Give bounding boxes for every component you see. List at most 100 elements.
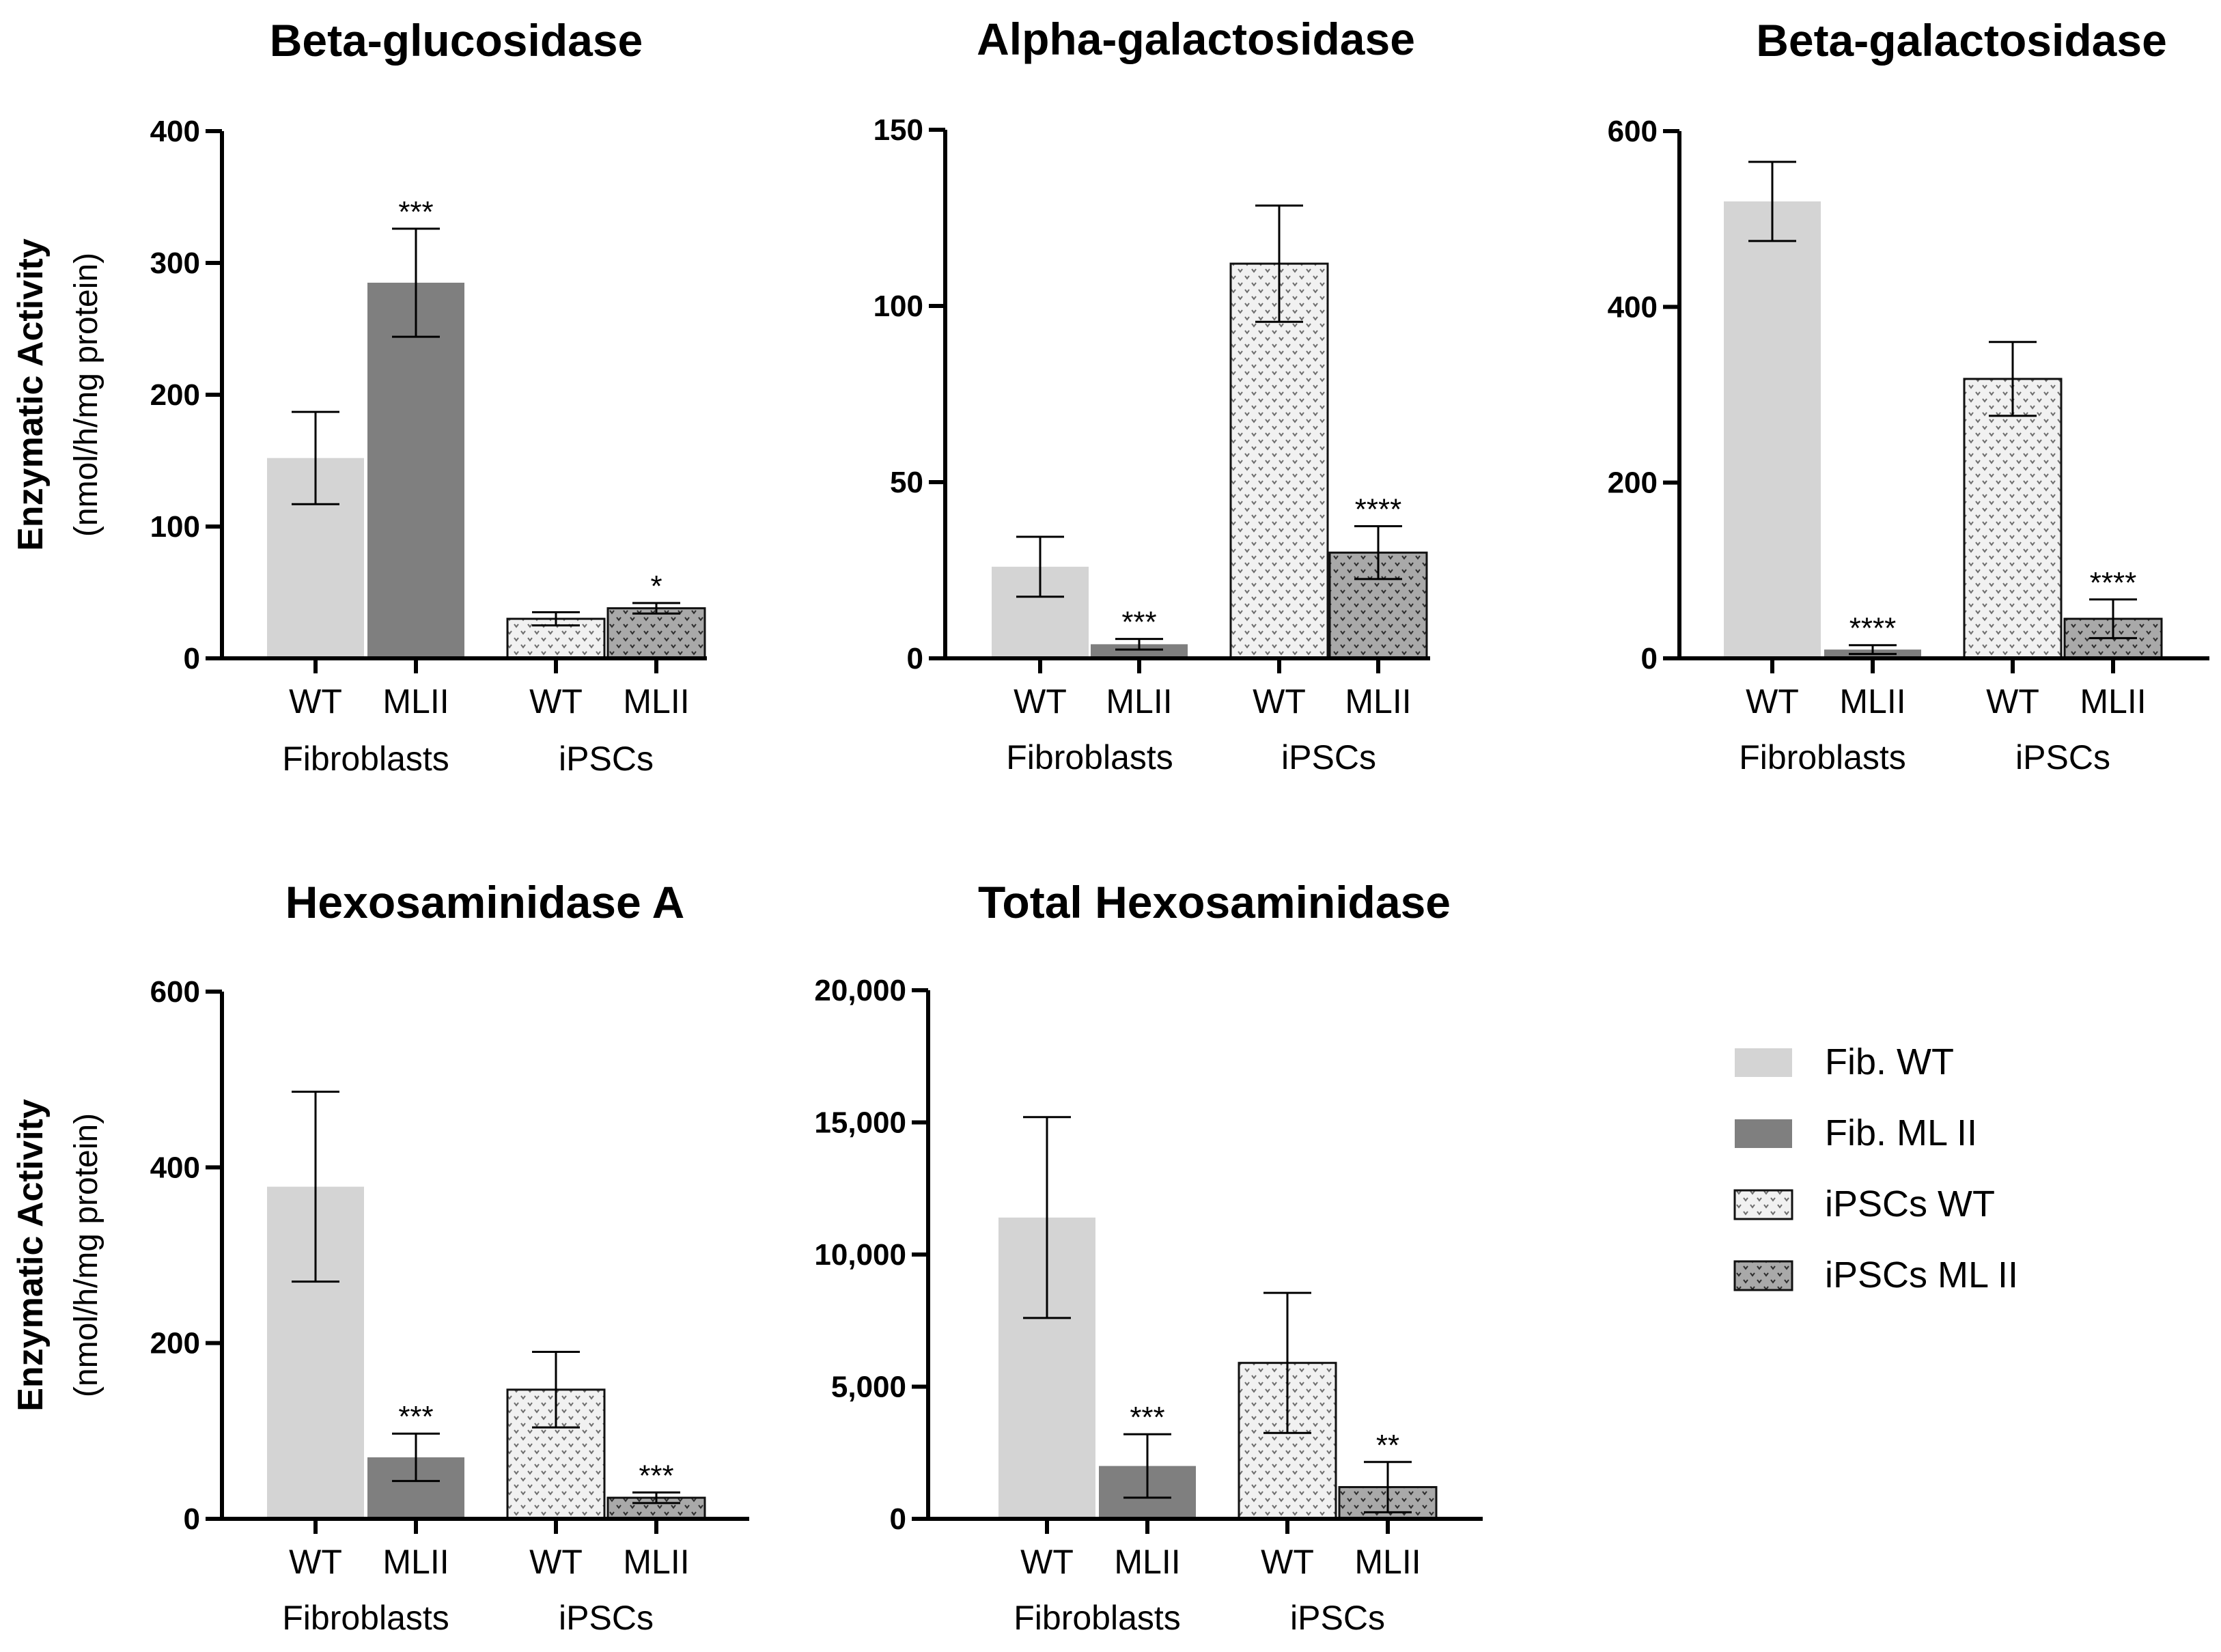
error-bar — [392, 1432, 440, 1483]
x-category-label: MLII — [1354, 1543, 1421, 1581]
x-category-label: WT — [289, 1543, 342, 1581]
x-category-label: WT — [1253, 682, 1306, 720]
chart-title: Alpha-galactosidase — [977, 14, 1415, 64]
y-tick-label: 200 — [150, 378, 200, 412]
error-bar — [1263, 1291, 1311, 1434]
x-category-label: WT — [1020, 1543, 1074, 1581]
x-category-label: MLII — [1106, 682, 1172, 720]
legend-swatch — [1733, 1189, 1793, 1220]
error-bar — [1255, 204, 1303, 323]
y-tick-label: 0 — [1641, 642, 1658, 675]
x-group-label: iPSCs — [2015, 738, 2110, 776]
x-group-label: iPSCs — [1281, 738, 1376, 776]
y-tick-label: 50 — [890, 466, 923, 499]
legend-swatch — [1735, 1048, 1792, 1077]
y-tick-label: 0 — [184, 642, 200, 675]
error-bar — [1023, 1116, 1071, 1319]
chart-panel-4: Hexosaminidase A Enzymatic Activity (nmol/… — [11, 877, 749, 1637]
y-axis-units: (nmol/h/mg protein) — [68, 253, 104, 537]
y-tick-label: 0 — [890, 1502, 906, 1536]
error-bar — [1849, 644, 1897, 656]
chart-panel-3: Beta-galactosidase **** **** 0 200 400 600 WT ML… — [1608, 15, 2209, 776]
x-category-label: WT — [529, 682, 583, 720]
y-tick-label: 15,000 — [814, 1106, 906, 1140]
significance-label: *** — [398, 1400, 433, 1433]
x-category-label: MLII — [623, 1543, 689, 1581]
x-group-label: Fibroblasts — [282, 1599, 449, 1637]
error-bar — [1354, 525, 1402, 580]
error-bar — [532, 1351, 580, 1429]
error-bar — [292, 1091, 339, 1283]
y-axis-label: Enzymatic Activity — [11, 1099, 51, 1412]
x-category-label: WT — [1746, 682, 1799, 720]
x-category-label: MLII — [1114, 1543, 1180, 1581]
error-bar — [1364, 1461, 1412, 1513]
y-tick-label: 5,000 — [831, 1371, 906, 1404]
chart-panels: Beta-glucosidase Enzymatic Activity (nmol/… — [11, 14, 2209, 1637]
error-bar — [392, 227, 440, 338]
x-group-label: Fibroblasts — [1014, 1599, 1181, 1637]
x-category-label: MLII — [382, 682, 449, 720]
x-category-label: WT — [289, 682, 342, 720]
significance-label: **** — [1849, 612, 1897, 645]
y-tick-label: 10,000 — [814, 1238, 906, 1272]
significance-label: **** — [2090, 566, 2137, 600]
legend-label: iPSCs ML II — [1825, 1255, 2018, 1296]
legend-label: iPSCs WT — [1825, 1184, 1995, 1224]
chart-title: Total Hexosaminidase — [978, 877, 1451, 927]
y-tick-label: 100 — [150, 510, 200, 544]
legend-label: Fib. WT — [1825, 1041, 1954, 1082]
x-group-label: iPSCs — [559, 1599, 654, 1637]
legend-item-fibml: Fib. ML II — [1735, 1112, 1977, 1153]
bar-fibroblasts-mlii — [367, 282, 464, 658]
legend: Fib. WT Fib. ML II iPSCs WT iPSCs ML II — [1733, 1041, 2018, 1296]
y-tick-label: 400 — [1608, 290, 1658, 324]
x-group-label: iPSCs — [559, 740, 654, 778]
chart-panel-5: Total Hexosaminidase*****05,00010,00015,… — [814, 877, 1483, 1637]
error-bar — [1123, 1433, 1171, 1499]
legend-item-fibwt: Fib. WT — [1735, 1041, 1954, 1082]
significance-label: ** — [1376, 1429, 1399, 1462]
legend-item-ipsml: iPSCs ML II — [1733, 1255, 2018, 1296]
legend-label: Fib. ML II — [1825, 1112, 1977, 1153]
x-group-label: Fibroblasts — [1739, 738, 1906, 776]
x-category-label: MLII — [623, 682, 689, 720]
bar-fibroblasts-mlii — [1091, 644, 1188, 658]
chart-panel-1: Beta-glucosidase Enzymatic Activity (nmol/… — [11, 15, 707, 778]
error-bar — [292, 410, 339, 505]
significance-label: *** — [1130, 1401, 1164, 1434]
y-tick-label: 0 — [184, 1502, 200, 1536]
y-tick-label: 600 — [150, 975, 200, 1009]
x-category-label: WT — [1986, 682, 2039, 720]
x-category-label: WT — [1014, 682, 1067, 720]
legend-item-ipswt: iPSCs WT — [1733, 1184, 1995, 1224]
significance-label: *** — [639, 1459, 673, 1492]
y-tick-label: 200 — [1608, 466, 1658, 500]
x-category-label: WT — [529, 1543, 583, 1581]
x-category-label: MLII — [1839, 682, 1905, 720]
y-axis-label: Enzymatic Activity — [11, 238, 51, 551]
x-category-label: MLII — [1345, 682, 1411, 720]
y-tick-label: 600 — [1608, 115, 1658, 148]
error-bar — [1016, 535, 1064, 598]
y-axis-units: (nmol/h/mg protein) — [68, 1113, 104, 1397]
y-tick-label: 20,000 — [814, 974, 906, 1007]
y-tick-label: 150 — [874, 113, 923, 147]
error-bar — [1989, 341, 2037, 417]
error-bar — [1748, 160, 1796, 242]
x-category-label: MLII — [382, 1543, 449, 1581]
error-bar — [632, 602, 680, 615]
significance-label: *** — [398, 195, 433, 229]
bar-fibroblasts-wt — [1724, 201, 1821, 658]
y-tick-label: 200 — [150, 1327, 200, 1360]
legend-swatch — [1735, 1119, 1792, 1148]
chart-title: Hexosaminidase A — [285, 877, 684, 927]
error-bar — [632, 1491, 680, 1504]
significance-label: **** — [1355, 493, 1402, 527]
x-group-label: Fibroblasts — [282, 740, 449, 778]
y-tick-label: 400 — [150, 1151, 200, 1184]
chart-title: Beta-galactosidase — [1756, 15, 2167, 66]
legend-swatch — [1733, 1260, 1793, 1291]
